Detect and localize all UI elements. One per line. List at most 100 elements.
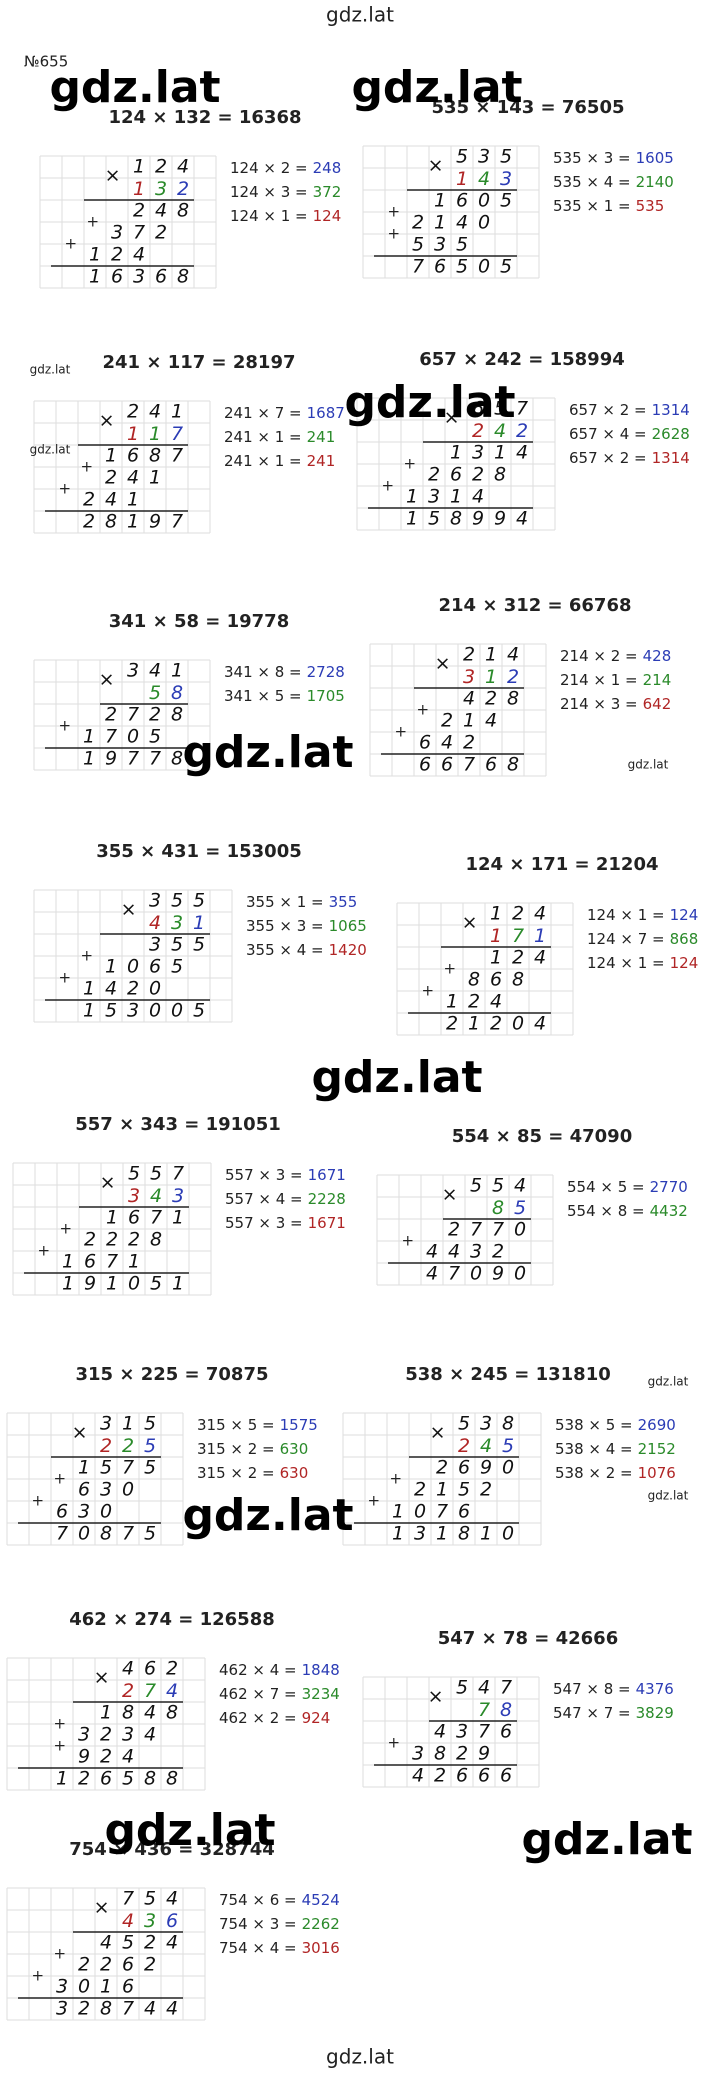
multiplicand: 538 [458, 1413, 514, 1435]
times-sign: × [462, 911, 478, 933]
problem-title: 657 × 242 = 158994 [419, 349, 625, 370]
plus-sign: + [60, 1220, 73, 1238]
watermark: gdz.lat [182, 1490, 353, 1541]
step-result: 3016 [302, 1939, 340, 1957]
plus-sign: + [81, 947, 94, 965]
times-sign: × [430, 1421, 446, 1443]
plus-sign: + [32, 1967, 45, 1985]
partial-product: 428 [463, 688, 519, 710]
plus-sign: + [87, 213, 100, 231]
step: 535 × 1 = 535 [553, 197, 664, 215]
step-expression: 754 × 3 = [219, 1915, 297, 1933]
step-expression: 557 × 4 = [225, 1190, 303, 1208]
step-result: 428 [643, 647, 672, 665]
step-result: 2262 [302, 1915, 340, 1933]
step-expression: 315 × 5 = [197, 1416, 275, 1434]
step: 315 × 2 = 630 [197, 1464, 308, 1482]
step-result: 1671 [308, 1166, 346, 1184]
plus-sign: + [368, 1492, 381, 1510]
step-expression: 214 × 2 = [560, 647, 638, 665]
step-expression: 754 × 4 = [219, 1939, 297, 1957]
step-result: 3829 [636, 1704, 674, 1722]
step: 124 × 1 = 124 [230, 207, 341, 225]
step-result: 1065 [329, 917, 367, 935]
plus-sign: + [444, 960, 457, 978]
times-sign: × [121, 898, 137, 920]
step-expression: 124 × 1 = [587, 954, 665, 972]
step: 214 × 2 = 428 [560, 647, 671, 665]
step-expression: 355 × 3 = [246, 917, 324, 935]
times-sign: × [105, 164, 121, 186]
step: 124 × 2 = 248 [230, 159, 341, 177]
step-expression: 657 × 4 = [569, 425, 647, 443]
step-expression: 462 × 4 = [219, 1661, 297, 1679]
step-expression: 124 × 3 = [230, 183, 308, 201]
step: 557 × 3 = 1671 [225, 1166, 346, 1184]
product: 21204 [446, 1013, 546, 1035]
times-sign: × [428, 154, 444, 176]
step-result: 124 [670, 906, 699, 924]
plus-sign: + [402, 1232, 415, 1250]
step-result: 4376 [636, 1680, 674, 1698]
step-expression: 657 × 2 = [569, 401, 647, 419]
step-expression: 535 × 1 = [553, 197, 631, 215]
step-expression: 754 × 6 = [219, 1891, 297, 1909]
times-sign: × [442, 1183, 458, 1205]
plus-sign: + [38, 1242, 51, 1260]
problem-title: 462 × 274 = 126588 [69, 1609, 275, 1630]
problem-title: 124 × 132 = 16368 [109, 107, 302, 128]
plus-sign: + [382, 477, 395, 495]
step: 754 × 4 = 3016 [219, 1939, 340, 1957]
step: 341 × 5 = 1705 [224, 687, 345, 705]
step: 657 × 2 = 1314 [569, 449, 690, 467]
step: 214 × 1 = 214 [560, 671, 671, 689]
partial-product: 630 [56, 1501, 112, 1523]
step-expression: 124 × 1 = [230, 207, 308, 225]
step: 241 × 1 = 241 [224, 428, 335, 446]
step-result: 3234 [302, 1685, 340, 1703]
step-result: 868 [670, 930, 699, 948]
step-expression: 538 × 4 = [555, 1440, 633, 1458]
product: 16368 [89, 266, 189, 288]
step: 554 × 8 = 4432 [567, 1202, 688, 1220]
step-result: 1605 [636, 149, 674, 167]
step-expression: 341 × 5 = [224, 687, 302, 705]
step: 535 × 4 = 2140 [553, 173, 674, 191]
multiplicand: 754 [122, 1888, 178, 1910]
step-expression: 124 × 7 = [587, 930, 665, 948]
step-result: 372 [313, 183, 342, 201]
step: 554 × 5 = 2770 [567, 1178, 688, 1196]
step-expression: 535 × 4 = [553, 173, 631, 191]
step-result: 248 [313, 159, 342, 177]
multiplicand: 547 [456, 1677, 512, 1699]
step-expression: 214 × 3 = [560, 695, 638, 713]
step: 315 × 5 = 1575 [197, 1416, 318, 1434]
step-result: 2728 [307, 663, 345, 681]
multiplicand: 124 [133, 156, 189, 178]
partial-product: 124 [446, 991, 502, 1013]
step: 557 × 3 = 1671 [225, 1214, 346, 1232]
step: 124 × 3 = 372 [230, 183, 341, 201]
step-expression: 557 × 3 = [225, 1166, 303, 1184]
step-expression: 554 × 5 = [567, 1178, 645, 1196]
site-header: gdz.lat [326, 3, 394, 27]
step: 538 × 5 = 2690 [555, 1416, 676, 1434]
product: 76505 [412, 256, 512, 278]
partial-product: 214 [441, 710, 497, 732]
step: 355 × 1 = 355 [246, 893, 357, 911]
step-result: 642 [643, 695, 672, 713]
step: 538 × 2 = 1076 [555, 1464, 676, 1482]
step-result: 1314 [652, 449, 690, 467]
partial-product: 535 [412, 234, 468, 256]
plus-sign: + [65, 235, 78, 253]
plus-sign: + [417, 701, 430, 719]
watermark: gdz.lat [628, 758, 669, 772]
